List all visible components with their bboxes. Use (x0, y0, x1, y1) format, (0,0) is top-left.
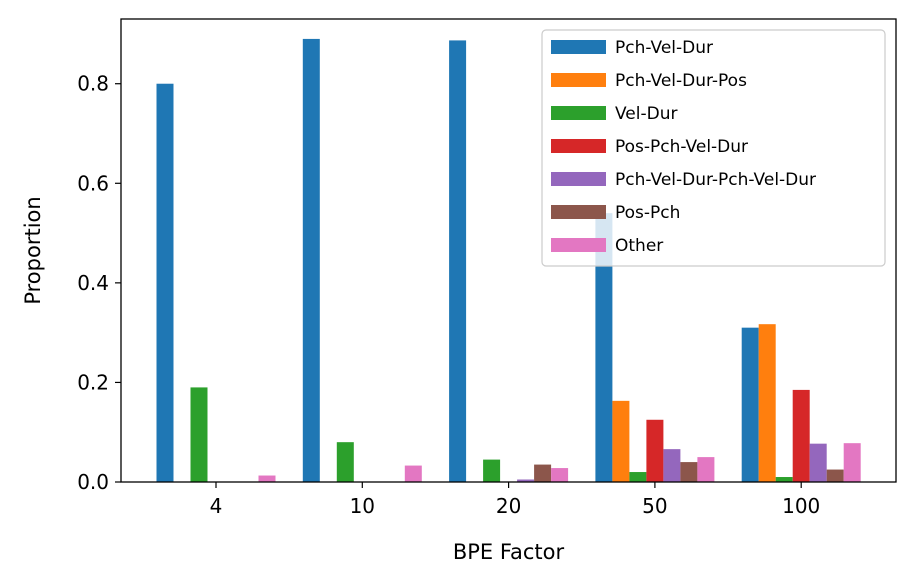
legend-label: Vel-Dur (615, 104, 677, 124)
bar-other-10 (404, 465, 422, 482)
bar-pos-pch-20 (534, 464, 552, 482)
bar-pos-pch-100 (826, 469, 844, 482)
legend-swatch (551, 106, 606, 120)
axes-layer: 4 10 20 50 100 0.0 0.2 0.4 0.6 0.8 (77, 18, 897, 518)
y-tick-label: 0.6 (77, 171, 109, 195)
bar-pch-vel-dur-20 (449, 40, 467, 482)
bar-vel-dur-20 (483, 459, 501, 482)
x-axis-label: BPE Factor (453, 540, 565, 564)
legend-label: Pos-Pch-Vel-Dur (615, 137, 748, 157)
legend-label: Pos-Pch (615, 203, 680, 223)
y-tick-label: 0.8 (77, 72, 109, 96)
legend: Pch-Vel-Dur Pch-Vel-Dur-Pos Vel-Dur Pos-Pch… (541, 29, 886, 267)
bar-pch-vel-dur-50 (595, 213, 613, 482)
bar-pch-vel-dur-100 (741, 327, 759, 482)
legend-label: Pch-Vel-Dur (615, 38, 713, 58)
bar-pch-vel-dur-pos-50 (612, 400, 630, 482)
x-tick-label: 4 (210, 494, 223, 518)
plot-frame (120, 18, 897, 483)
legend-swatch (551, 139, 606, 153)
y-tick-label: 0.0 (77, 470, 109, 494)
legend-swatch (551, 238, 606, 252)
legend-box (541, 29, 886, 267)
y-tick-label: 0.4 (77, 271, 109, 295)
bar-other-50 (697, 457, 715, 482)
legend-swatch (551, 172, 606, 186)
legend-label: Pch-Vel-Dur-Pch-Vel-Dur (615, 170, 816, 190)
y-axis-label: Proportion (21, 196, 45, 304)
bar-pch-vel-dur-10 (302, 38, 320, 483)
bar-pch-vel-dur-pch-vel-dur-100 (809, 443, 827, 482)
legend-label: Other (615, 236, 663, 256)
bar-pch-vel-dur-pch-vel-dur-20 (517, 479, 535, 482)
legend-swatch (551, 40, 606, 54)
bar-vel-dur-4 (190, 387, 208, 482)
bar-other-100 (843, 443, 861, 482)
x-tick-label: 50 (642, 494, 667, 518)
legend-label: Pch-Vel-Dur-Pos (615, 71, 747, 91)
bar-pch-vel-dur-4 (156, 83, 174, 482)
bar-vel-dur-10 (336, 442, 354, 482)
x-tick-label: 10 (350, 494, 375, 518)
bar-other-4 (258, 475, 276, 482)
bar-vel-dur-100 (775, 477, 793, 482)
bar-pos-pch-50 (680, 462, 698, 482)
bar-other-20 (551, 468, 569, 482)
legend-swatch (551, 205, 606, 219)
bar-pos-pch-vel-dur-50 (646, 419, 664, 482)
bars-layer (156, 38, 861, 483)
bar-pch-vel-dur-pch-vel-dur-50 (663, 449, 681, 482)
x-tick-label: 20 (496, 494, 521, 518)
bar-pch-vel-dur-pos-100 (758, 324, 776, 482)
y-tick-label: 0.2 (77, 370, 109, 394)
legend-swatch (551, 73, 606, 87)
x-tick-label: 100 (782, 494, 820, 518)
bar-vel-dur-50 (629, 472, 647, 482)
bar-pos-pch-vel-dur-100 (792, 389, 810, 482)
